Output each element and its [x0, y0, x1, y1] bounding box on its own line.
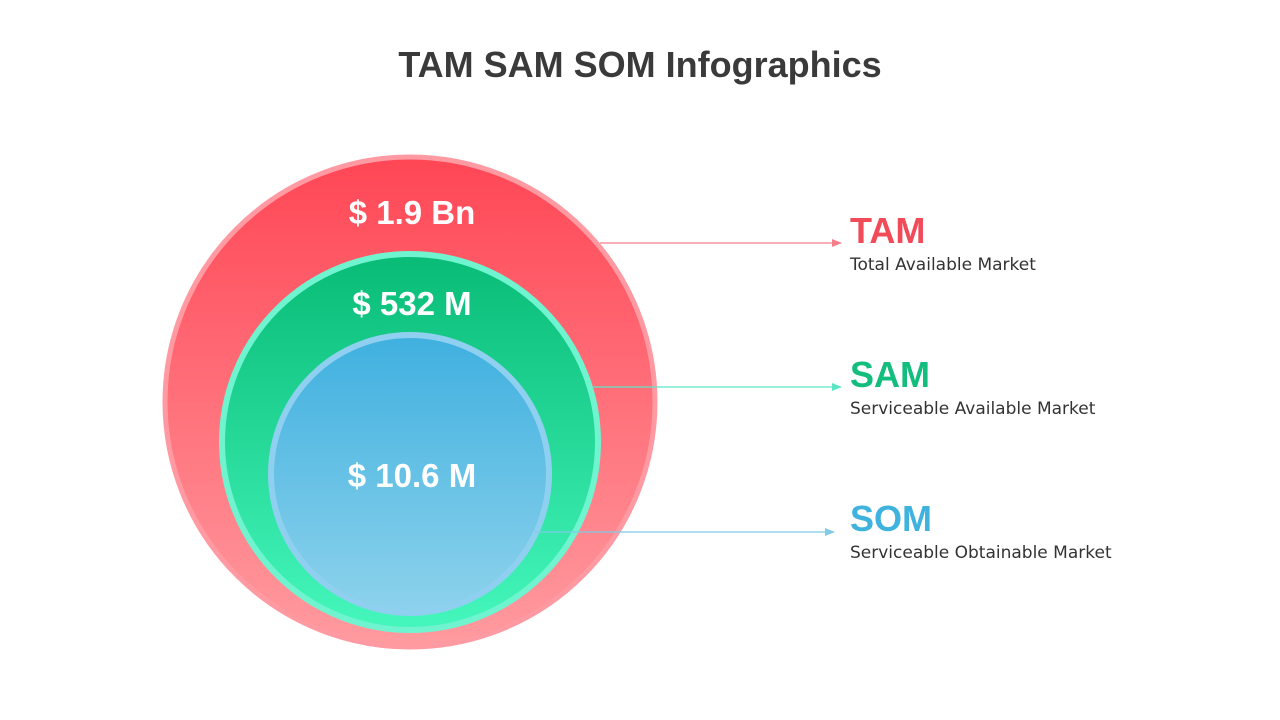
tam-value: $ 1.9 Bn	[349, 194, 476, 231]
som-circle	[268, 332, 552, 616]
som-abbr: SOM	[850, 498, 933, 539]
som-value: $ 10.6 M	[348, 457, 476, 494]
sam-abbr: SAM	[850, 354, 930, 395]
legend-sam: SAM Serviceable Available Market	[850, 354, 1096, 420]
legend-tam: TAM Total Available Market	[850, 210, 1036, 276]
sam-label: Serviceable Available Market	[850, 399, 1096, 419]
som-label: Serviceable Obtainable Market	[850, 543, 1112, 563]
tam-abbr: TAM	[850, 210, 926, 251]
page-title: TAM SAM SOM Infographics	[398, 44, 882, 85]
tam-label: Total Available Market	[850, 255, 1036, 275]
sam-value: $ 532 M	[352, 285, 471, 322]
legend-som: SOM Serviceable Obtainable Market	[850, 498, 1112, 564]
